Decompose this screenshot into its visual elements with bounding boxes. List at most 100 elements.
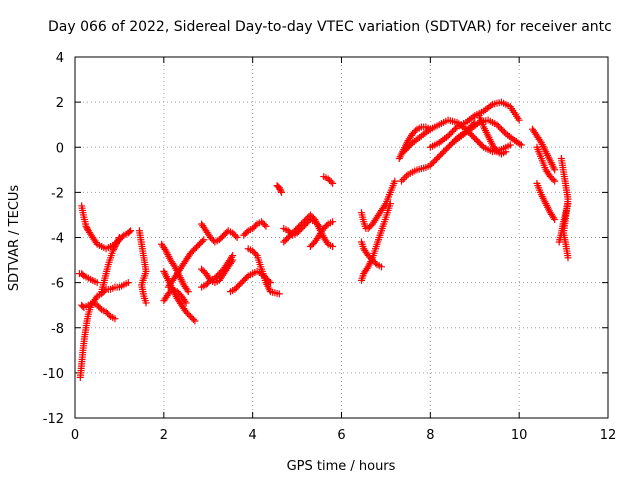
series-track-v (320, 173, 337, 187)
data-point (214, 271, 222, 279)
data-point (184, 309, 192, 317)
data-point (124, 279, 132, 287)
data-point (188, 248, 196, 256)
data-point (185, 311, 193, 319)
data-point (287, 230, 295, 238)
data-point (366, 253, 374, 261)
data-point (329, 218, 337, 226)
data-point (308, 241, 316, 249)
data-point (428, 160, 436, 168)
series-track-k (164, 236, 208, 291)
data-point (551, 166, 559, 174)
data-point (109, 246, 117, 254)
data-point (286, 232, 294, 240)
data-point (468, 131, 476, 139)
data-point (240, 231, 248, 239)
data-point (406, 142, 414, 150)
data-point (195, 240, 203, 248)
y-tick-label: 0 (56, 141, 64, 156)
data-point (232, 232, 240, 240)
data-point (189, 315, 197, 323)
y-tick-label: -10 (43, 367, 64, 382)
data-point (447, 129, 455, 137)
data-point (232, 284, 240, 292)
data-point (306, 211, 314, 219)
data-point (281, 237, 289, 245)
grid-lines (75, 57, 608, 418)
data-point (329, 179, 337, 187)
data-point (551, 177, 559, 185)
y-tick-label: 2 (56, 96, 64, 111)
data-point (369, 256, 377, 264)
data-point (125, 228, 133, 236)
data-point (298, 220, 306, 228)
data-point (188, 314, 196, 322)
x-tick-label: 12 (600, 428, 617, 443)
data-point (82, 222, 90, 230)
data-marks (75, 98, 572, 381)
data-point (230, 230, 238, 238)
data-point (114, 237, 122, 245)
x-tick-label: 0 (71, 428, 79, 443)
data-point (506, 141, 514, 149)
series-track-af (528, 125, 559, 174)
x-tick-label: 4 (249, 428, 257, 443)
data-point (564, 254, 572, 262)
data-point (235, 281, 243, 289)
series-track-n (198, 252, 237, 291)
data-point (241, 275, 249, 283)
y-tick-label: -4 (51, 232, 64, 247)
data-point (234, 282, 242, 290)
data-point (440, 148, 448, 156)
y-tick-label: 4 (56, 51, 64, 66)
data-point (110, 244, 118, 252)
data-point (142, 299, 150, 307)
data-point (206, 234, 214, 241)
data-point (192, 243, 200, 251)
data-point (386, 200, 394, 208)
series-track-aj (555, 200, 572, 246)
data-point (292, 226, 300, 234)
data-point (471, 134, 479, 142)
data-point (115, 235, 123, 243)
data-point (410, 128, 418, 136)
data-point (200, 236, 208, 244)
data-point (104, 309, 112, 317)
data-point (502, 148, 510, 156)
data-point (434, 154, 442, 162)
data-point (372, 259, 380, 267)
data-point (364, 224, 372, 232)
data-point (284, 234, 292, 241)
data-point (191, 317, 199, 325)
data-point (198, 237, 206, 245)
data-point (275, 184, 283, 192)
data-point (551, 215, 559, 223)
data-point (112, 241, 120, 249)
series-track-ah (533, 179, 559, 223)
data-point (191, 245, 199, 253)
data-point (295, 223, 303, 231)
data-point (303, 214, 311, 222)
data-point (404, 143, 412, 151)
data-point (401, 174, 409, 182)
data-point (183, 286, 191, 294)
data-point (397, 177, 405, 185)
data-point (241, 230, 249, 238)
series-track-ab (400, 116, 514, 156)
data-point (229, 252, 237, 260)
data-point (238, 278, 246, 286)
data-point (327, 178, 335, 186)
data-point (173, 288, 181, 296)
data-point (197, 239, 205, 247)
data-point (402, 172, 410, 180)
series-track-q (244, 245, 283, 298)
series-track-r (273, 182, 286, 196)
data-point (437, 151, 445, 159)
data-point (243, 273, 251, 281)
data-point (403, 145, 411, 153)
data-point (283, 235, 291, 243)
data-point (250, 249, 258, 257)
data-point (435, 152, 443, 160)
data-point (212, 273, 220, 281)
data-point (308, 212, 316, 220)
